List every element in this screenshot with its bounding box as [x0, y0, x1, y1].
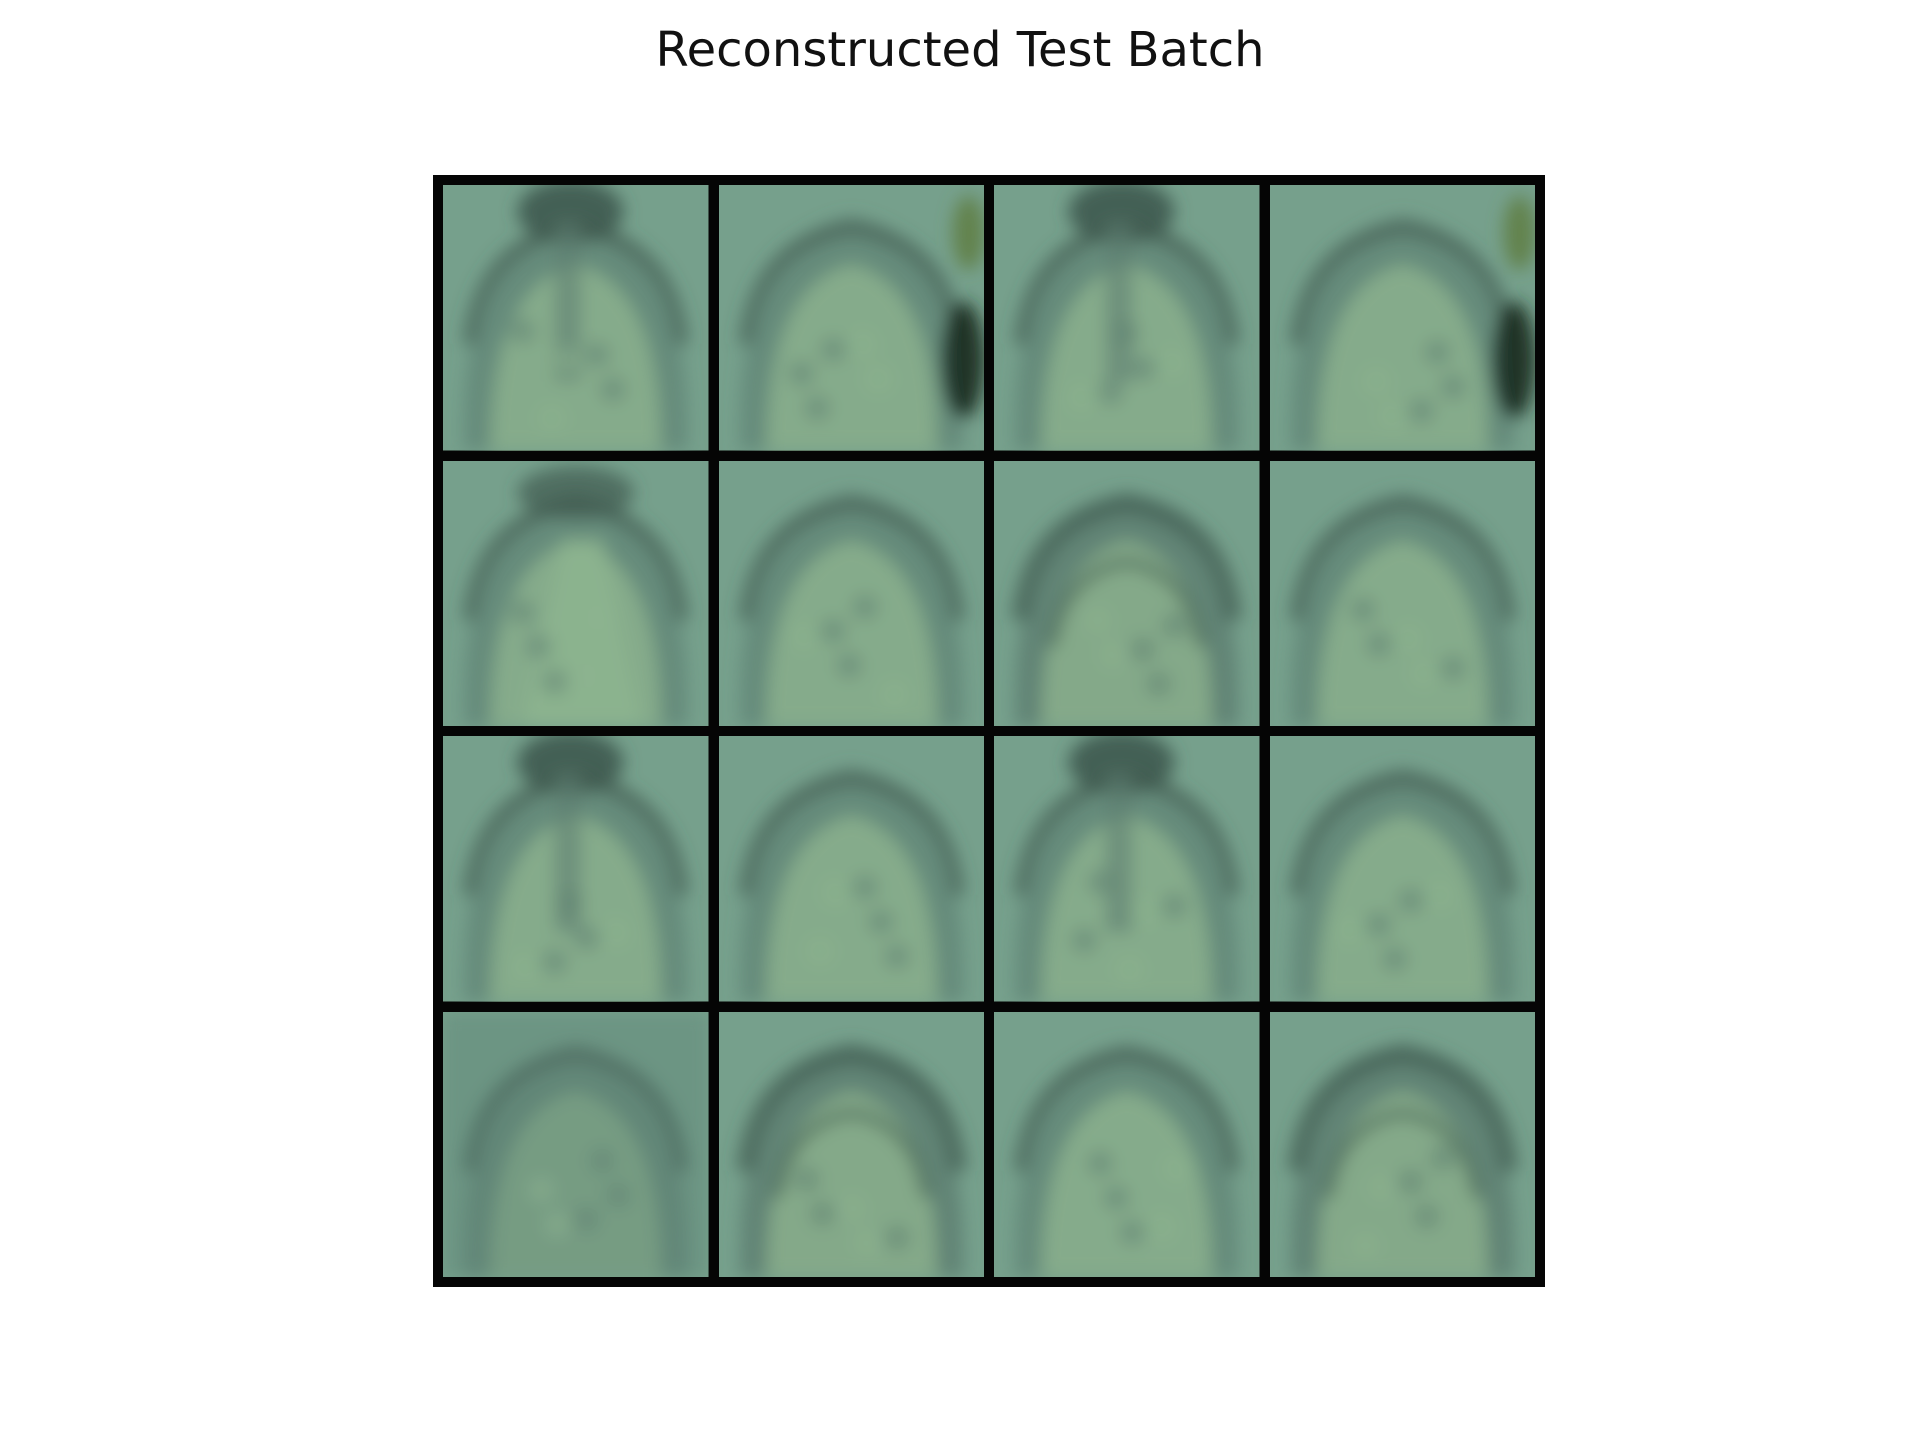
- reconstruction-r1c1: [443, 185, 709, 451]
- reconstruction-r3c2: [718, 736, 984, 1002]
- reconstruction-r4c1: [443, 1011, 709, 1277]
- figure-title: Reconstructed Test Batch: [655, 22, 1265, 78]
- reconstruction-r2c4: [1269, 460, 1535, 726]
- reconstruction-r1c4: [1269, 185, 1535, 451]
- reconstruction-r2c1: [443, 460, 709, 726]
- reconstruction-r2c2: [718, 460, 984, 726]
- reconstruction-r1c3: [994, 185, 1260, 451]
- reconstruction-r4c4: [1269, 1011, 1535, 1277]
- reconstruction-r4c2: [718, 1011, 984, 1277]
- reconstruction-r1c2: [718, 185, 984, 451]
- reconstruction-r4c3: [994, 1011, 1260, 1277]
- reconstruction-r3c1: [443, 736, 709, 1002]
- image-grid: [433, 175, 1545, 1287]
- reconstruction-r3c3: [994, 736, 1260, 1002]
- reconstruction-r3c4: [1269, 736, 1535, 1002]
- reconstruction-r2c3: [994, 460, 1260, 726]
